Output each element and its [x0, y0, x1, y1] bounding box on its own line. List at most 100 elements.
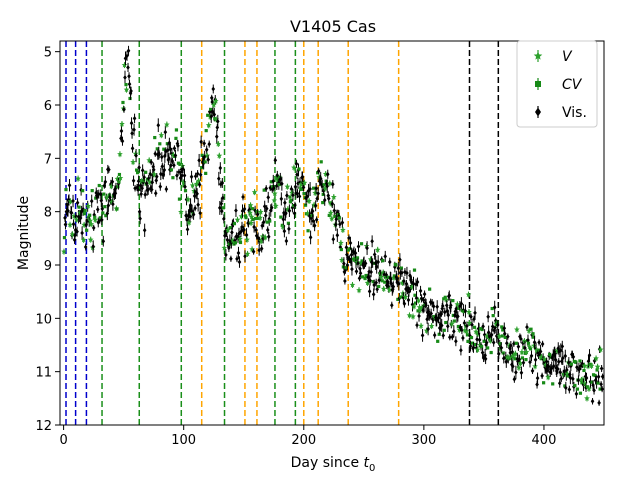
vis-point: [515, 356, 520, 362]
cv-point: [574, 360, 578, 364]
vis-point: [491, 339, 496, 345]
vis-point: [387, 259, 392, 265]
cv-point: [566, 374, 570, 378]
vis-point: [544, 359, 549, 365]
cv-point: [128, 96, 132, 101]
v-point: [356, 287, 362, 293]
vis-point: [469, 314, 473, 320]
vis-point: [519, 370, 524, 376]
vis-point: [176, 143, 180, 149]
vis-point: [354, 268, 359, 274]
v-point: [258, 238, 264, 244]
vis-point: [240, 224, 244, 230]
vis-point: [518, 334, 522, 340]
vis-point: [265, 227, 270, 233]
cv-point: [491, 314, 495, 318]
vis-point: [239, 229, 243, 235]
vis-point: [372, 251, 377, 257]
cv-point: [243, 214, 248, 218]
vis-point: [486, 329, 491, 335]
vis-point: [209, 95, 214, 101]
v-point: [349, 282, 356, 288]
v-point: [257, 209, 264, 215]
v-point: [237, 235, 243, 242]
v-point: [151, 171, 158, 177]
vis-point: [128, 90, 133, 96]
vis-point: [345, 262, 350, 268]
vis-point: [525, 324, 529, 330]
vis-point: [415, 322, 419, 328]
vis-point: [538, 352, 542, 358]
vis-point: [553, 357, 558, 363]
vis-point: [212, 112, 217, 118]
vis-point: [207, 141, 212, 147]
cv-point: [117, 180, 121, 184]
vis-point: [105, 210, 110, 216]
vis-point: [369, 269, 373, 275]
vis-point: [540, 341, 545, 347]
vis-point: [211, 86, 216, 92]
vis-point: [83, 244, 88, 250]
vis-point: [499, 345, 504, 351]
vis-point: [146, 175, 151, 181]
v-point: [541, 356, 548, 362]
cv-point: [232, 222, 237, 226]
cv-point: [277, 182, 281, 187]
vis-point: [221, 195, 225, 201]
cv-point: [465, 333, 470, 337]
cv-point: [396, 297, 400, 302]
vis-point: [177, 169, 181, 175]
v-point: [338, 239, 344, 246]
cv-point: [316, 171, 320, 175]
cv-point: [178, 162, 182, 167]
v-point: [271, 197, 278, 203]
v-point: [466, 309, 472, 315]
v-point: [244, 250, 251, 257]
v-point: [545, 374, 551, 380]
vis-point: [377, 277, 381, 283]
vis-point: [204, 147, 209, 153]
vis-point: [580, 361, 585, 367]
vis-point: [311, 218, 315, 224]
cv-point: [303, 203, 308, 207]
x-axis-label-var: t: [364, 455, 370, 471]
v-point: [411, 303, 417, 309]
v-point: [248, 219, 254, 226]
vis-point: [508, 345, 512, 351]
vis-point: [398, 257, 402, 263]
cv-point: [204, 129, 208, 133]
cv-point: [103, 205, 107, 209]
vis-point: [442, 309, 447, 315]
cv-point: [548, 352, 552, 357]
vis-point: [461, 335, 465, 341]
vis-point: [432, 332, 437, 338]
v-point: [272, 202, 279, 209]
vis-point: [175, 141, 180, 147]
cv-point: [348, 247, 352, 251]
vis-point: [214, 134, 219, 140]
cv-point: [93, 215, 97, 219]
v-point: [512, 350, 519, 357]
v-point: [225, 227, 231, 233]
cv-point: [593, 373, 597, 378]
v-point: [117, 151, 123, 157]
vis-point: [344, 244, 349, 250]
vis-point: [193, 173, 198, 179]
v-point: [205, 122, 212, 128]
vis-point: [414, 295, 419, 301]
vis-point: [506, 334, 510, 340]
vis-point: [160, 154, 164, 160]
v-point: [284, 183, 291, 190]
vis-point: [325, 183, 330, 189]
vis-point: [155, 152, 160, 158]
vis-point: [189, 174, 194, 180]
vis-point: [489, 332, 494, 338]
vis-point: [181, 166, 185, 172]
v-point: [130, 159, 136, 165]
vis-point: [256, 235, 260, 241]
v-point: [87, 236, 94, 243]
x-tick-label: 100: [171, 433, 196, 448]
cv-point: [265, 220, 269, 224]
cv-point: [363, 276, 367, 281]
y-tick-label: 12: [35, 419, 52, 434]
